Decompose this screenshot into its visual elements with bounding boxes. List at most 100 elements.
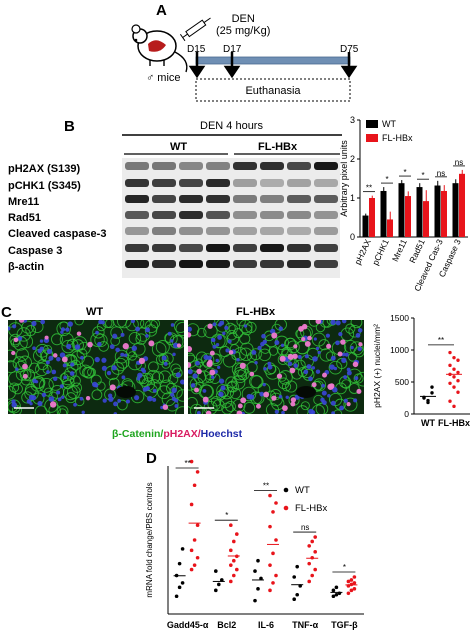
hoechst-nucleus bbox=[321, 383, 326, 388]
catenin-membrane bbox=[127, 351, 138, 361]
catenin-membrane bbox=[296, 405, 309, 414]
mouse-label: ♂ mice bbox=[146, 72, 181, 84]
western-blot-image bbox=[122, 158, 340, 278]
hoechst-nucleus bbox=[257, 345, 262, 351]
ph2ax-positive-nucleus bbox=[18, 320, 25, 323]
catenin-membrane bbox=[39, 377, 54, 393]
blot-band bbox=[179, 195, 203, 203]
hoechst-nucleus bbox=[308, 376, 313, 382]
catenin-membrane bbox=[63, 385, 78, 401]
bar-chart-category-label: Rad51 bbox=[407, 237, 427, 264]
catenin-membrane bbox=[61, 339, 75, 354]
ph2ax-positive-nucleus bbox=[122, 343, 129, 350]
blot-group-lines bbox=[124, 153, 340, 155]
ph2ax-positive-nucleus bbox=[176, 343, 182, 348]
dot-plot-d-sig-label: ** bbox=[263, 482, 269, 491]
dot-plot-c-point bbox=[448, 363, 452, 368]
blot-band bbox=[152, 260, 176, 268]
ph2ax-positive-nucleus bbox=[293, 344, 298, 349]
catenin-membrane bbox=[175, 406, 184, 414]
blot-label-ph2ax: pH2AX (S139) bbox=[8, 163, 81, 175]
catenin-membrane bbox=[34, 405, 48, 414]
blot-band bbox=[287, 162, 311, 170]
blot-label-pchk1: pCHK1 (S345) bbox=[8, 180, 81, 192]
ph2ax-positive-nucleus bbox=[290, 401, 296, 407]
hoechst-nucleus bbox=[113, 401, 118, 407]
bar-chart-y-label: Arbitrary pixel units bbox=[340, 140, 349, 217]
catenin-membrane bbox=[353, 373, 364, 384]
hoechst-nucleus bbox=[121, 375, 126, 380]
hoechst-nucleus bbox=[167, 331, 172, 336]
catenin-membrane bbox=[62, 379, 73, 390]
ph2ax-positive-nucleus bbox=[282, 405, 288, 412]
hoechst-nucleus bbox=[343, 375, 348, 380]
catenin-membrane bbox=[215, 320, 230, 333]
hoechst-nucleus bbox=[67, 321, 73, 327]
hoechst-nucleus bbox=[262, 382, 266, 387]
ph2ax-positive-nucleus bbox=[85, 395, 91, 401]
catenin-membrane bbox=[239, 333, 251, 345]
hoechst-nucleus bbox=[70, 362, 75, 367]
catenin-membrane bbox=[150, 320, 161, 329]
catenin-membrane bbox=[75, 396, 85, 407]
nuclei-dot-plot: 0 500 1000 1500 pH2AX (+) nuclei/mm² WT FL-HBx… bbox=[372, 313, 470, 428]
catenin-membrane bbox=[161, 359, 171, 369]
hoechst-nucleus bbox=[131, 345, 138, 352]
catenin-membrane bbox=[125, 320, 139, 332]
catenin-membrane bbox=[266, 364, 277, 375]
blot-band bbox=[314, 260, 338, 268]
catenin-membrane bbox=[189, 403, 204, 414]
ph2ax-positive-nucleus bbox=[240, 397, 247, 404]
hoechst-nucleus bbox=[152, 388, 157, 393]
ph2ax-positive-nucleus bbox=[271, 332, 278, 339]
catenin-membrane bbox=[348, 383, 360, 394]
catenin-membrane bbox=[175, 321, 184, 336]
dot-plot-d-point bbox=[180, 547, 185, 551]
catenin-membrane bbox=[249, 374, 263, 389]
dot-plot-c-point bbox=[452, 385, 456, 389]
hoechst-nucleus bbox=[60, 327, 66, 332]
blot-band bbox=[287, 244, 311, 252]
hoechst-nucleus bbox=[344, 352, 349, 357]
bar-chart-bar-wt bbox=[380, 190, 387, 237]
hoechst-nucleus bbox=[96, 341, 102, 347]
dot-plot-c-point bbox=[430, 391, 434, 395]
dot-plot-d-point bbox=[313, 550, 317, 554]
bar-chart-bar-flhbx bbox=[405, 196, 411, 237]
hoechst-nucleus bbox=[69, 371, 75, 376]
hoechst-nucleus bbox=[355, 333, 361, 338]
stain-legend-ph2ax: pH2AX/ bbox=[163, 428, 201, 440]
hoechst-nucleus bbox=[174, 404, 179, 408]
hoechst-nucleus bbox=[11, 399, 16, 404]
ph2ax-positive-nucleus bbox=[279, 355, 286, 362]
timepoint-d17: D17 bbox=[223, 44, 242, 55]
dot-plot-d-point bbox=[232, 558, 236, 563]
hoechst-nucleus bbox=[278, 394, 283, 399]
dot-plot-c-y-label: pH2AX (+) nuclei/mm² bbox=[372, 324, 382, 408]
syringe-icon bbox=[179, 17, 211, 42]
dot-plot-d-point bbox=[268, 493, 272, 498]
hoechst-nucleus bbox=[53, 376, 58, 382]
blot-group-flhbx: FL-HBx bbox=[258, 141, 298, 153]
dot-plot-d-point bbox=[189, 502, 194, 507]
hoechst-nucleus bbox=[304, 354, 309, 359]
hoechst-nucleus bbox=[111, 365, 117, 371]
ph2ax-positive-nucleus bbox=[148, 340, 155, 347]
hoechst-nucleus bbox=[267, 364, 273, 370]
dot-plot-d-legend-marker bbox=[283, 505, 289, 511]
catenin-membrane bbox=[343, 397, 358, 412]
catenin-membrane bbox=[62, 376, 75, 389]
catenin-membrane bbox=[325, 351, 336, 361]
dot-plot-c-point bbox=[452, 355, 456, 360]
catenin-membrane bbox=[148, 361, 159, 373]
hoechst-nucleus bbox=[17, 336, 23, 341]
dot-plot-d-point bbox=[253, 598, 257, 603]
hoechst-nucleus bbox=[51, 369, 57, 375]
ph2ax-positive-nucleus bbox=[301, 337, 306, 342]
hoechst-nucleus bbox=[353, 398, 358, 403]
catenin-membrane bbox=[347, 368, 362, 384]
ph2ax-positive-nucleus bbox=[237, 403, 243, 409]
dot-plot-d-point bbox=[259, 576, 263, 581]
ph2ax-positive-nucleus bbox=[49, 401, 57, 408]
treatment-dose: (25 mg/Kg) bbox=[216, 25, 271, 37]
